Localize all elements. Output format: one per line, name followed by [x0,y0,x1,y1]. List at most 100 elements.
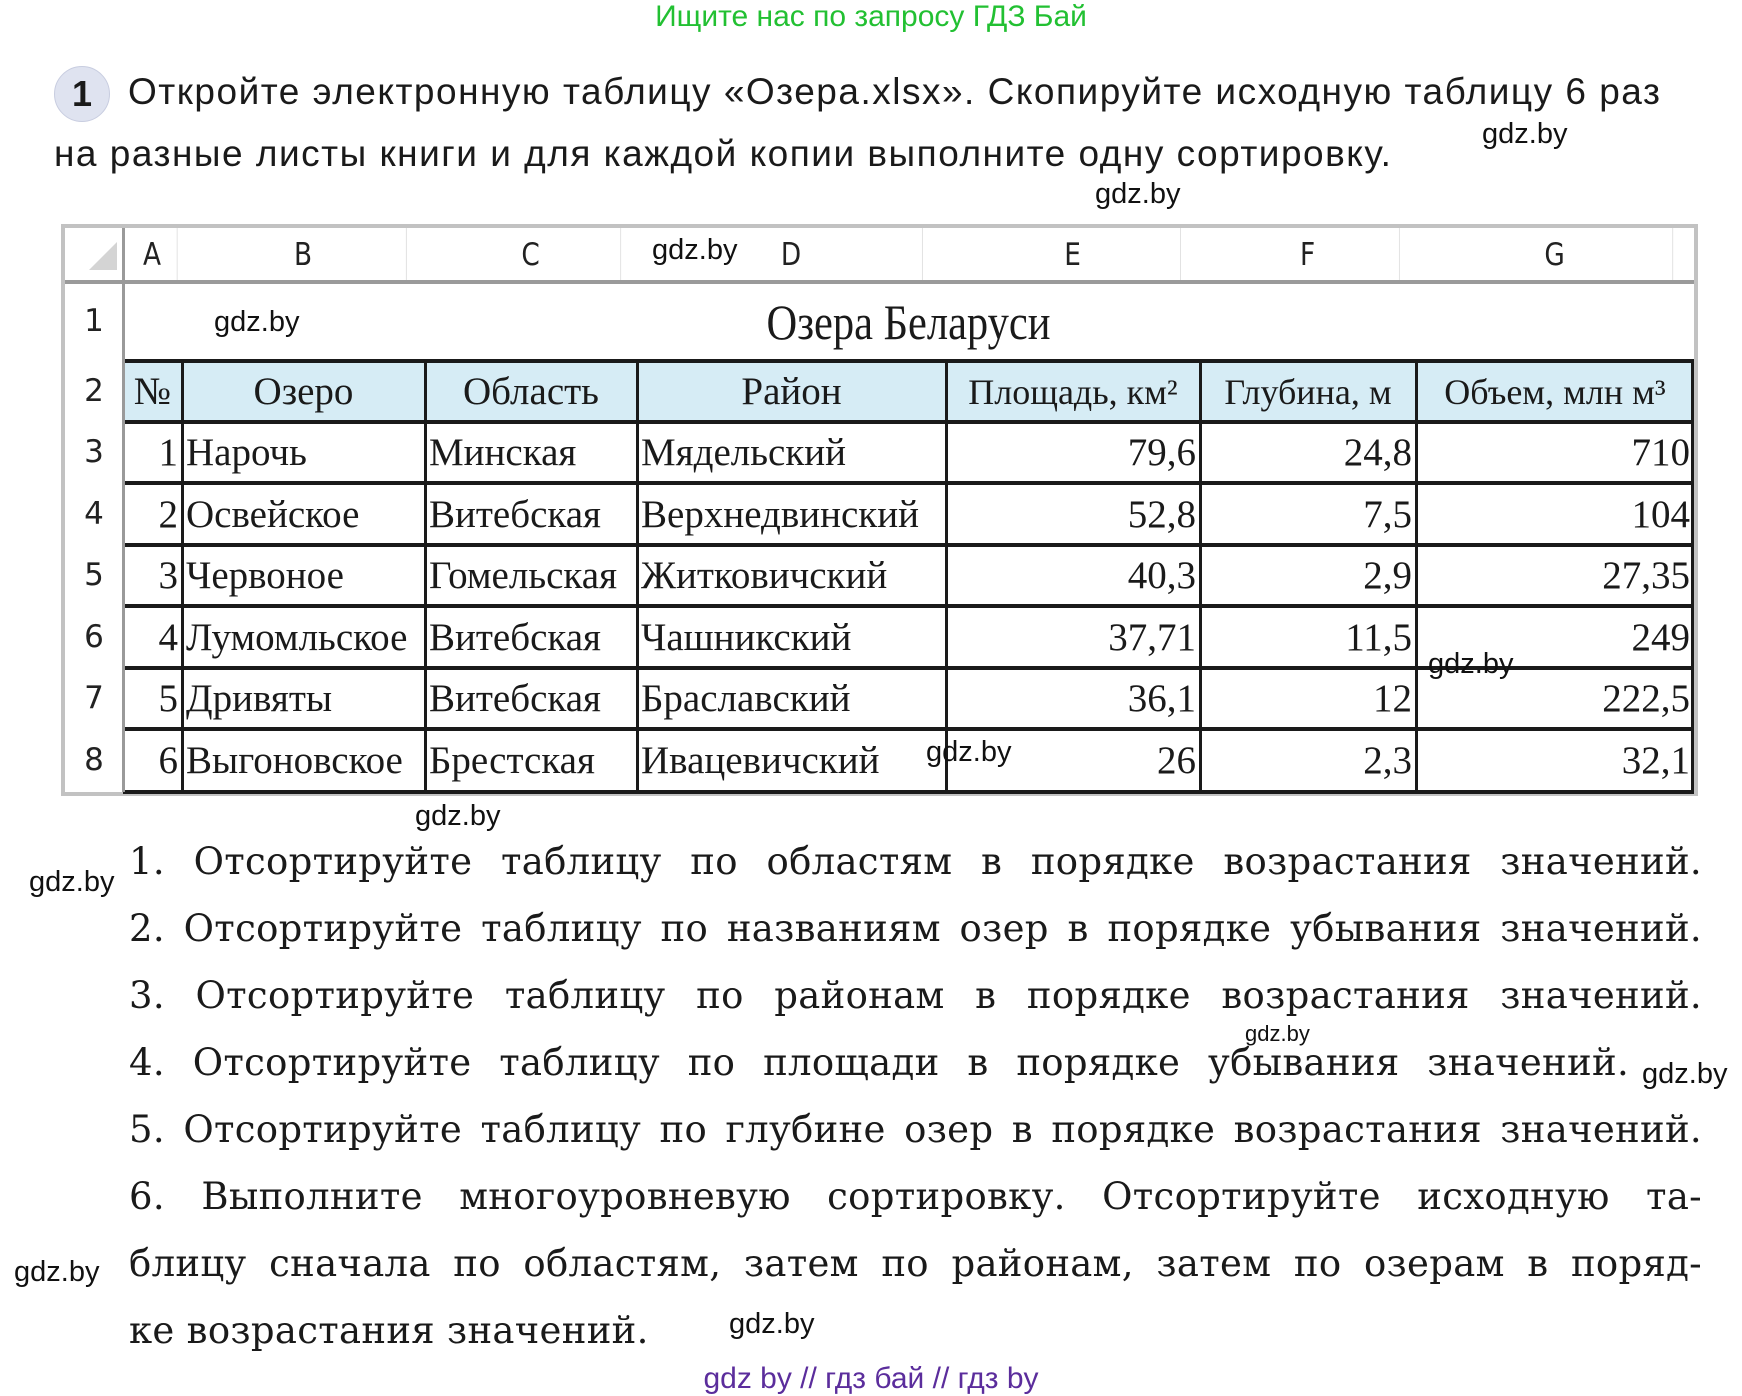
table-cell[interactable]: 222,5 [1602,677,1690,720]
grid-line [123,543,1694,547]
watermark: gdz.by [214,306,300,338]
column-title-cell: № [123,361,182,422]
table-cell[interactable]: 3 [158,554,179,597]
watermark: gdz.by [14,1256,100,1288]
table-cell[interactable]: Червоное [186,554,344,597]
table-cell[interactable]: 40,3 [1127,554,1196,597]
task-4: 4. Отсортируйте таблицу по площади в пор… [129,1041,1629,1084]
watermark: gdz.by [1095,178,1181,210]
table-cell[interactable]: 710 [1631,431,1691,474]
table-cell[interactable]: Дривяты [186,677,333,720]
task-6-line-3: ке возрастания значений. [129,1309,649,1352]
table-cell[interactable]: Брестская [429,739,595,782]
table-cell[interactable]: 36,1 [1127,677,1196,720]
table-cell[interactable]: 32,1 [1621,739,1690,782]
column-header-b[interactable]: B [200,228,407,282]
grid-line [123,604,1694,608]
table-cell[interactable]: Освейское [186,492,360,536]
column-title-cell: Площадь, км² [946,361,1200,422]
table-cell[interactable]: 52,8 [1127,492,1196,536]
grid-line [181,361,184,792]
table-cell[interactable]: 2,9 [1363,554,1412,597]
search-hint: Ищите нас по запросу ГДЗ Бай [655,0,1087,33]
watermark: gdz.by [652,234,738,266]
table-cell[interactable]: 26 [1157,739,1196,782]
exercise-intro-line-1: Откройте электронную таблицу «Озера.xlsx… [128,71,1662,112]
table-cell[interactable]: 11,5 [1345,615,1412,659]
watermark: gdz.by [1642,1058,1728,1090]
task-6-line-1: 6. Выполните многоуровневую сортировку. … [129,1175,1702,1218]
exercise-intro-line-2: на разные листы книги и для каждой копии… [54,133,1393,174]
table-cell[interactable]: Верхнедвинский [641,492,919,536]
row-header-8[interactable]: 8 [84,742,104,778]
header-divider [65,280,1694,284]
watermark: gdz.by [1482,118,1568,150]
table-cell[interactable]: Витебская [429,615,601,659]
select-all-triangle-icon [89,242,117,270]
row-header-4[interactable]: 4 [84,495,104,532]
column-header-f[interactable]: F [1216,228,1400,282]
row-header-1[interactable]: 1 [84,303,104,339]
table-cell[interactable]: 104 [1631,492,1691,536]
table-cell[interactable]: 1 [158,431,179,474]
table-cell[interactable]: 249 [1631,615,1691,659]
task-1: 1. Отсортируйте таблицу по областям в по… [129,840,1702,883]
watermark: gdz.by [1428,648,1514,680]
grid-line [1199,361,1202,792]
grid-line [123,790,1694,794]
column-header-c[interactable]: C [441,228,622,282]
grid-line [1415,361,1418,792]
column-header-d[interactable]: D [660,228,923,282]
exercise-number-badge: 1 [54,66,110,122]
row-header-6[interactable]: 6 [84,618,104,655]
table-cell[interactable]: 27,35 [1602,554,1690,597]
table-cell[interactable]: Чашникский [641,615,852,659]
table-cell[interactable]: Браславский [641,677,851,720]
table-cell[interactable]: Лумомльское [186,615,408,659]
row-header-7[interactable]: 7 [84,680,104,716]
column-header-g[interactable]: G [1437,228,1674,282]
table-cell[interactable]: Гомельская [429,554,618,597]
table-cell[interactable]: Выгоновское [186,739,403,782]
table-cell[interactable]: 4 [158,615,179,659]
table-cell[interactable]: 24,8 [1343,431,1412,474]
table-cell[interactable]: 37,71 [1108,615,1196,659]
column-header-e[interactable]: E [965,228,1181,282]
table-cell[interactable]: Ивацевичский [641,739,880,782]
grid-line [424,361,427,792]
table-cell[interactable]: 5 [158,677,179,720]
column-title-cell: Район [637,361,946,422]
table-cell[interactable]: 79,6 [1127,431,1196,474]
row-header-2[interactable]: 2 [84,373,104,409]
task-3: 3. Отсортируйте таблицу по районам в пор… [129,974,1702,1017]
select-all-corner[interactable] [65,228,123,282]
column-title-cell: Глубина, м [1200,361,1416,422]
table-cell[interactable]: Житковичский [641,554,888,597]
table-cell[interactable]: Витебская [429,677,601,720]
table-cell[interactable]: 2 [158,492,179,536]
column-title-cell: Объем, млн м³ [1416,361,1694,422]
watermark: gdz.by [1245,1021,1310,1046]
grid-line [945,361,948,792]
table-cell[interactable]: 2,3 [1363,739,1412,782]
watermark: gdz.by [415,800,501,832]
column-header-a[interactable]: A [127,228,178,282]
grid-line [123,359,1694,363]
row-header-divider [122,228,125,792]
grid-line [123,420,1694,424]
row-header-3[interactable]: 3 [84,434,104,470]
table-cell[interactable]: Мядельский [641,431,847,474]
table-cell[interactable]: Минская [429,431,577,474]
table-cell[interactable]: 6 [158,739,179,782]
table-cell[interactable]: 7,5 [1363,492,1412,536]
watermark: gdz.by [926,736,1012,768]
table-cell[interactable]: 12 [1373,677,1412,720]
table-cell[interactable]: Нарочь [186,431,307,474]
grid-line [123,666,1694,670]
grid-line [636,361,639,792]
footer-links: gdz by // гдз бай // гдз by [703,1362,1039,1395]
grid-line [1691,361,1694,792]
task-2: 2. Отсортируйте таблицу по названиям озе… [129,907,1702,950]
table-cell[interactable]: Витебская [429,492,601,536]
row-header-5[interactable]: 5 [84,557,104,593]
